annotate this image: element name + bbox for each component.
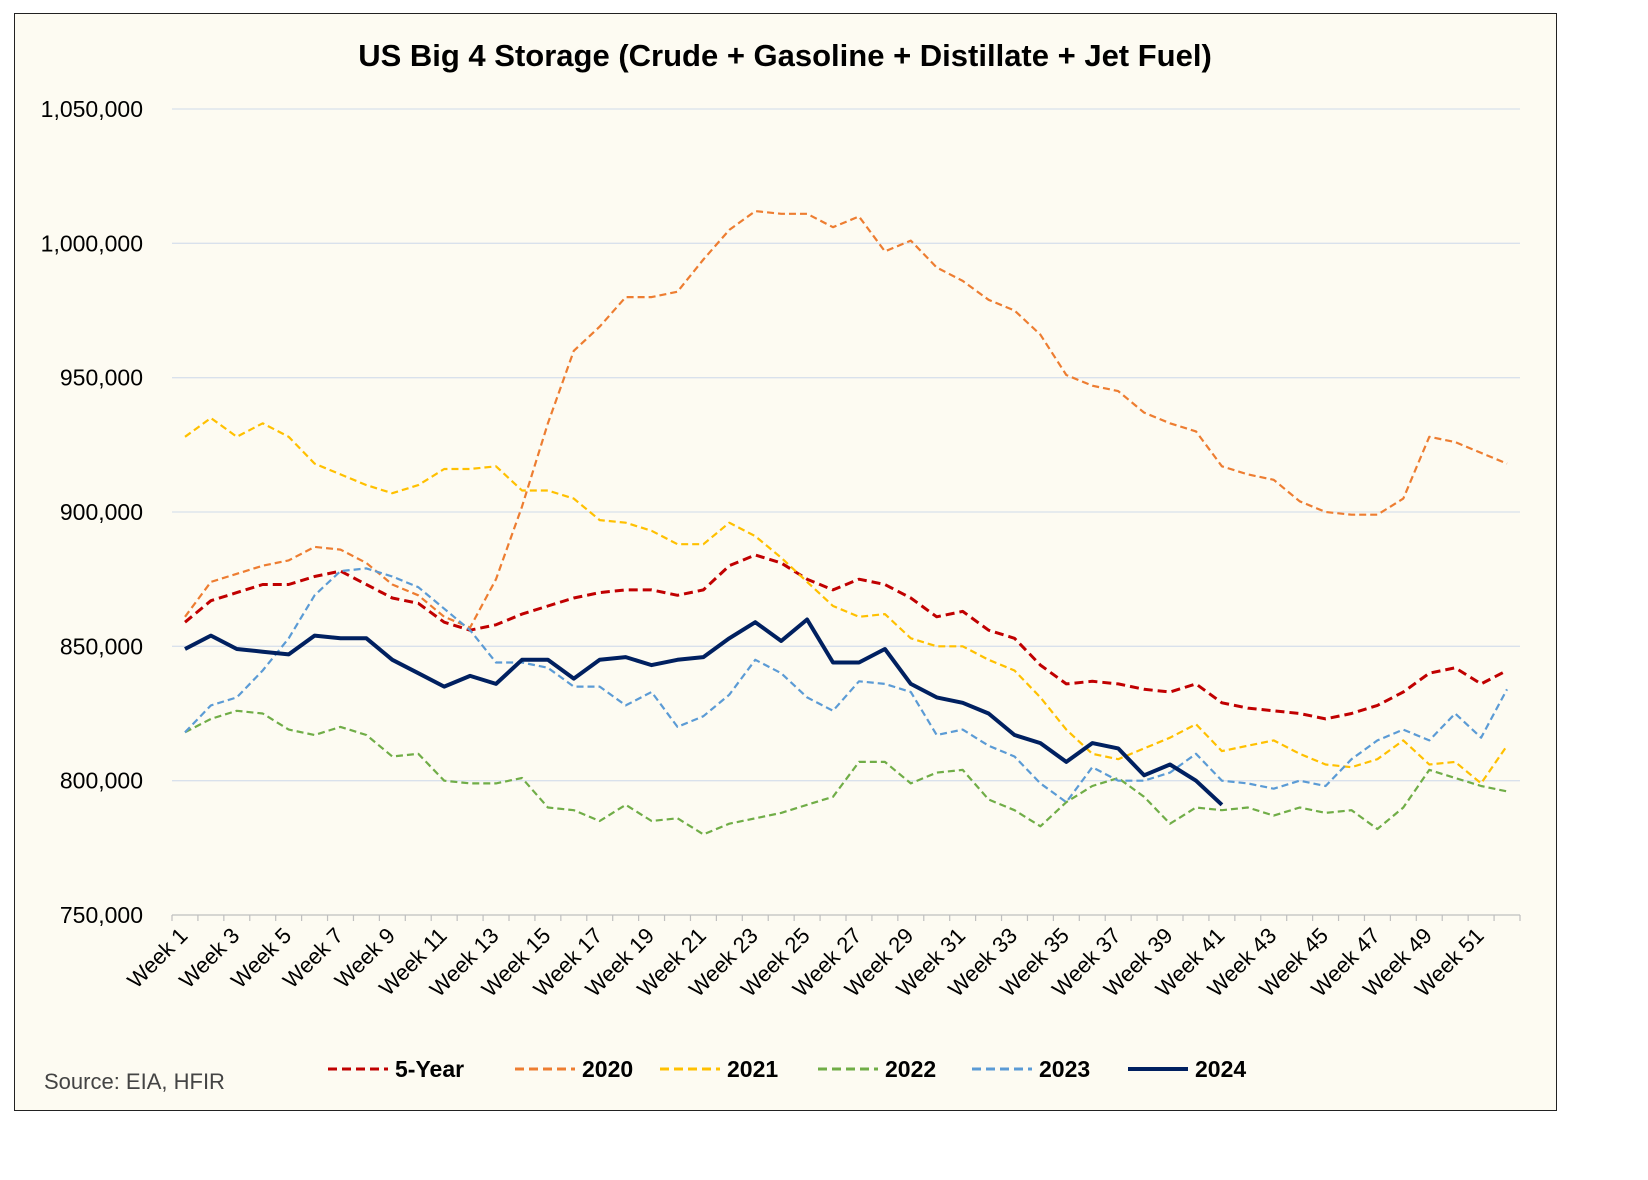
gridlines — [172, 108, 1520, 782]
legend-label: 2023 — [1039, 1056, 1090, 1082]
legend-label: 2021 — [727, 1056, 778, 1082]
legend-item-2023: 2023 — [972, 1056, 1090, 1082]
legend-label: 2020 — [582, 1056, 633, 1082]
y-tick-label: 900,000 — [60, 499, 143, 525]
series-line-2020 — [184, 210, 1508, 629]
legend-item-2021: 2021 — [660, 1056, 778, 1082]
y-axis: 750,000 800,000 850,000 900,000 950,000 1,000… — [41, 96, 143, 928]
series-line-2023 — [184, 567, 1508, 804]
chart-title: US Big 4 Storage (Crude + Gasoline + Dis… — [358, 38, 1212, 73]
legend-label: 2024 — [1195, 1056, 1246, 1082]
y-tick-label: 800,000 — [60, 768, 143, 794]
legend-item-2020: 2020 — [515, 1056, 633, 1082]
y-tick-label: 1,000,000 — [41, 230, 143, 256]
series-line-2024 — [184, 617, 1224, 807]
y-tick-label: 1,050,000 — [41, 96, 143, 122]
source-note: Source: EIA, HFIR — [44, 1069, 225, 1094]
series-line-5-year — [184, 553, 1508, 721]
series-lines — [184, 210, 1508, 836]
y-tick-label: 950,000 — [60, 365, 143, 391]
legend-item-2024: 2024 — [1128, 1056, 1246, 1082]
legend-item-5-year: 5-Year — [328, 1056, 464, 1082]
series-line-2022 — [184, 709, 1508, 836]
series-line-2021 — [184, 416, 1508, 785]
y-tick-label: 750,000 — [60, 902, 143, 928]
legend-label: 2022 — [885, 1056, 936, 1082]
legend-label: 5-Year — [395, 1056, 464, 1082]
y-tick-label: 850,000 — [60, 633, 143, 659]
legend-item-2022: 2022 — [818, 1056, 936, 1082]
legend: 5-Year 2020 2021 2022 2023 2024 — [328, 1056, 1246, 1082]
